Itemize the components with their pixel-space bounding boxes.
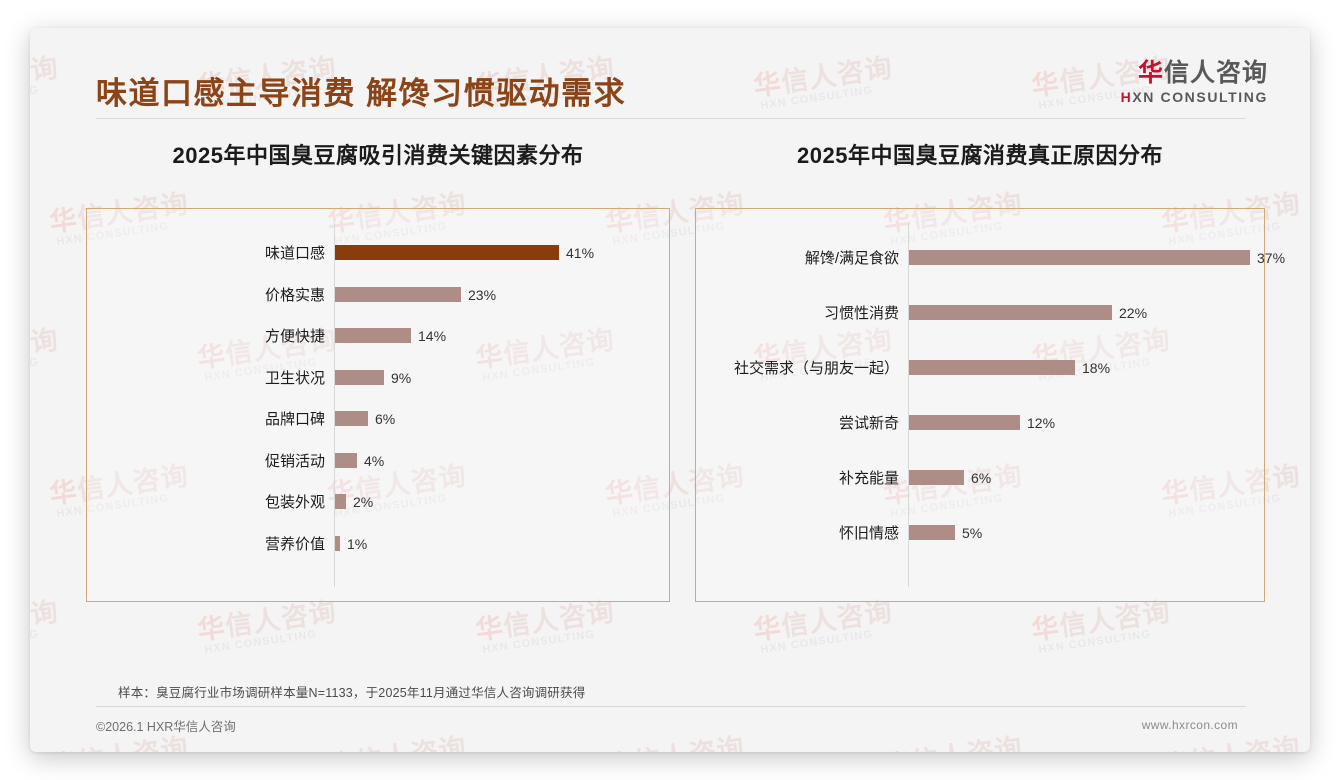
bar-value-label: 12%	[1027, 415, 1056, 431]
bar-value-label: 23%	[468, 286, 497, 303]
watermark-chinese: 华信人咨询	[882, 732, 1025, 752]
bar-category-label: 促销活动	[264, 452, 325, 470]
chart-left-panel: 味道口感 41% 价格实惠 23% 方便快捷 14% 卫生状况 9% 品牌口碑 6% 促销活动 4% 包…	[86, 208, 670, 602]
watermark-chinese: 华信人咨询	[326, 732, 469, 752]
slide-header: 味道口感主导消费 解馋习惯驱动需求 华信人咨询 HXN CONSULTING	[30, 28, 1310, 124]
sample-footnote: 样本：臭豆腐行业市场调研样本量N=1133，于2025年11月通过华信人咨询调研…	[118, 686, 586, 700]
bar-value-label: 22%	[1119, 305, 1148, 321]
bar	[335, 411, 368, 426]
bar	[335, 494, 346, 509]
title-divider	[96, 118, 1246, 119]
bar	[335, 245, 559, 260]
chart-right: 2025年中国臭豆腐消费真正原因分布 解馋/满足食欲 37% 习惯性消费 22% 社交需…	[695, 138, 1285, 602]
bar-value-label: 6%	[375, 411, 396, 427]
chart-right-title: 2025年中国臭豆腐消费真正原因分布	[797, 143, 1163, 168]
bar	[909, 360, 1075, 375]
copyright-text: ©2026.1 HXR华信人咨询	[96, 720, 236, 734]
bar-category-label: 方便快捷	[264, 328, 325, 345]
bar	[909, 525, 955, 540]
chart-right-panel: 解馋/满足食欲 37% 习惯性消费 22% 社交需求（与朋友一起） 18% 尝试新奇 12% 补…	[695, 208, 1285, 602]
logo-cn-rest: 信人咨询	[1163, 59, 1268, 87]
chart-left-axis	[334, 223, 335, 587]
logo-english-text: HXN CONSULTING	[1121, 89, 1268, 105]
bar-value-label: 4%	[364, 452, 385, 469]
chart-left: 2025年中国臭豆腐吸引消费关键因素分布 味道口感 41% 价格实惠 23% 方便快捷 1…	[86, 138, 670, 602]
bar-value-label: 5%	[962, 525, 983, 541]
bar-value-label: 37%	[1257, 250, 1286, 266]
bar-category-label: 味道口感	[264, 245, 325, 262]
watermark-chinese: 华信人咨询	[1160, 732, 1303, 752]
footer-divider	[96, 706, 1246, 707]
bar-value-label: 18%	[1082, 360, 1111, 376]
bar-category-label: 社交需求（与朋友一起）	[733, 360, 899, 377]
chart-left-plot: 味道口感 41% 价格实惠 23% 方便快捷 14% 卫生状况 9% 品牌口碑 6% 促销活动 4% 包…	[87, 209, 669, 601]
bar	[909, 305, 1112, 320]
bar-value-label: 9%	[391, 369, 412, 386]
bar-value-label: 2%	[353, 494, 374, 510]
bar-category-label: 营养价值	[264, 535, 325, 553]
bar-category-label: 卫生状况	[264, 369, 325, 387]
bar-value-label: 41%	[566, 245, 595, 261]
bar-category-label: 补充能量	[838, 470, 899, 487]
bar	[909, 470, 964, 485]
watermark-chinese: 华信人咨询	[48, 732, 191, 752]
bar-category-label: 尝试新奇	[838, 415, 899, 432]
bar-category-label: 包装外观	[264, 494, 325, 511]
logo-en-accent-char: H	[1120, 89, 1133, 106]
bar	[335, 452, 357, 468]
logo-cn-accent-char: 华	[1137, 59, 1164, 87]
bar-category-label: 品牌口碑	[264, 411, 325, 428]
bar-value-label: 1%	[347, 535, 368, 552]
bar-value-label: 14%	[418, 328, 447, 344]
chart-right-plot: 解馋/满足食欲 37% 习惯性消费 22% 社交需求（与朋友一起） 18% 尝试新奇 12% 补…	[696, 209, 1285, 601]
logo-chinese-text: 华信人咨询	[1121, 60, 1268, 86]
charts-container: 2025年中国臭豆腐吸引消费关键因素分布 味道口感 41% 价格实惠 23% 方便快捷 1…	[30, 138, 1310, 678]
bar-category-label: 怀旧情感	[838, 525, 899, 542]
bar	[909, 415, 1020, 430]
chart-right-axis	[908, 223, 909, 587]
bar	[335, 535, 340, 551]
bar-category-label: 解馋/满足食欲	[804, 250, 899, 267]
company-logo: 华信人咨询 HXN CONSULTING	[1121, 60, 1268, 105]
bar-category-label: 价格实惠	[264, 286, 325, 304]
bar-category-label: 习惯性消费	[823, 305, 899, 322]
bar	[335, 328, 411, 343]
watermark-chinese: 华信人咨询	[604, 732, 747, 752]
bar	[335, 286, 461, 302]
bar	[335, 369, 384, 385]
logo-en-rest: XN CONSULTING	[1132, 89, 1268, 106]
page-title: 味道口感主导消费 解馋习惯驱动需求	[96, 76, 627, 111]
bar-value-label: 6%	[971, 470, 992, 486]
website-link[interactable]: www.hxrcon.com	[1141, 718, 1238, 732]
bar	[909, 250, 1250, 265]
chart-left-title: 2025年中国臭豆腐吸引消费关键因素分布	[172, 143, 584, 168]
